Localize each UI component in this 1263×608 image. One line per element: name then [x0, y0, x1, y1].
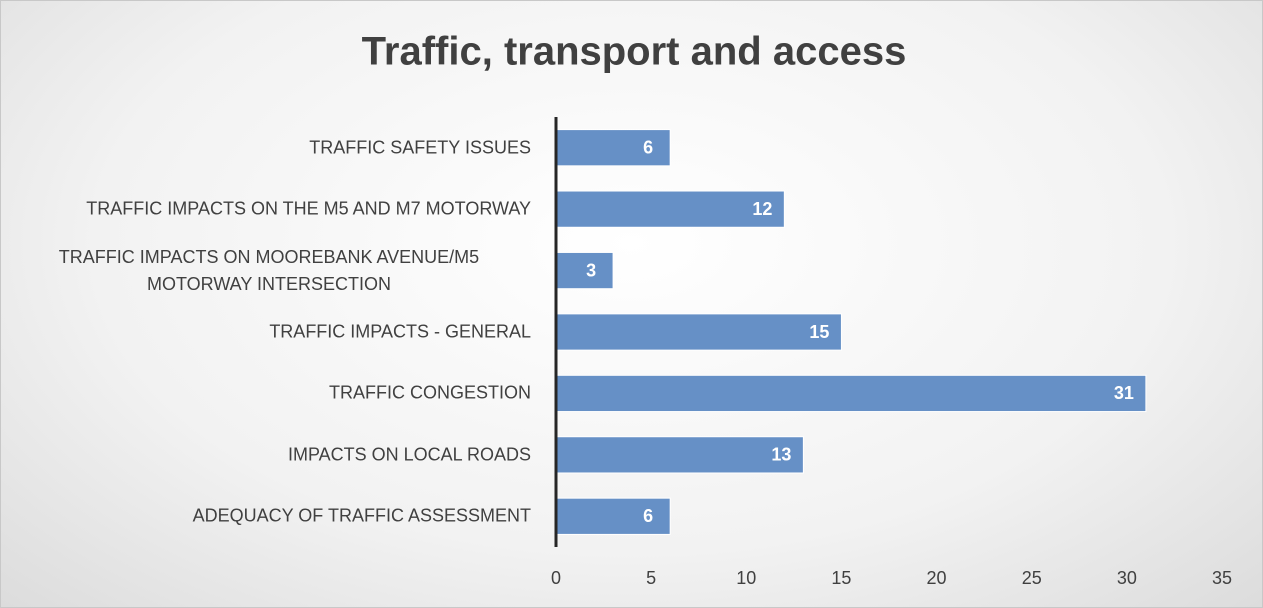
category-text: TRAFFIC SAFETY ISSUES — [309, 137, 531, 158]
data-label: 12 — [752, 199, 772, 219]
bar — [555, 313, 842, 351]
category-text: IMPACTS ON LOCAL ROADS — [287, 444, 531, 465]
x-tick-label: 10 — [736, 568, 756, 588]
bar — [555, 497, 671, 535]
category-text: ADEQUACY OF TRAFFIC ASSESSMENT — [192, 505, 531, 526]
y-tick-label: TRAFFIC IMPACTS ON THE M5 AND M7 MOTORWA… — [7, 196, 531, 223]
bar — [555, 251, 614, 290]
y-tick-label: TRAFFIC CONGESTION — [7, 380, 531, 407]
category-text: TRAFFIC CONGESTION — [329, 382, 531, 403]
y-tick-label: TRAFFIC IMPACTS - GENERAL — [7, 319, 531, 346]
y-tick-label: ADEQUACY OF TRAFFIC ASSESSMENT — [7, 503, 531, 530]
bar — [555, 129, 671, 167]
data-label: 31 — [1114, 383, 1134, 403]
category-text: TRAFFIC IMPACTS - GENERAL — [269, 321, 531, 342]
x-tick-label: 30 — [1117, 568, 1137, 588]
x-tick-label: 15 — [831, 568, 851, 588]
x-tick-label: 25 — [1022, 568, 1042, 588]
x-tick-label: 5 — [646, 568, 656, 588]
data-label: 6 — [643, 137, 653, 157]
data-label: 15 — [809, 322, 829, 342]
y-tick-label: TRAFFIC SAFETY ISSUES — [7, 134, 531, 161]
bar — [555, 374, 1147, 413]
data-label: 3 — [586, 260, 596, 280]
chart-title: Traffic, transport and access — [362, 30, 907, 74]
x-tick-label: 20 — [927, 568, 947, 588]
bar — [555, 190, 785, 228]
category-text: TRAFFIC IMPACTS ON MOOREBANK AVENUE/M5 M… — [58, 246, 480, 294]
x-tick-label: 35 — [1212, 568, 1232, 588]
y-tick-label: IMPACTS ON LOCAL ROADS — [7, 441, 531, 468]
y-tick-label: TRAFFIC IMPACTS ON MOOREBANK AVENUE/M5 M… — [7, 244, 531, 298]
x-tick-label: 0 — [551, 568, 561, 588]
data-label: 13 — [771, 445, 791, 465]
data-label: 6 — [643, 506, 653, 526]
category-text: TRAFFIC IMPACTS ON THE M5 AND M7 MOTORWA… — [86, 198, 531, 219]
bar — [555, 436, 804, 474]
